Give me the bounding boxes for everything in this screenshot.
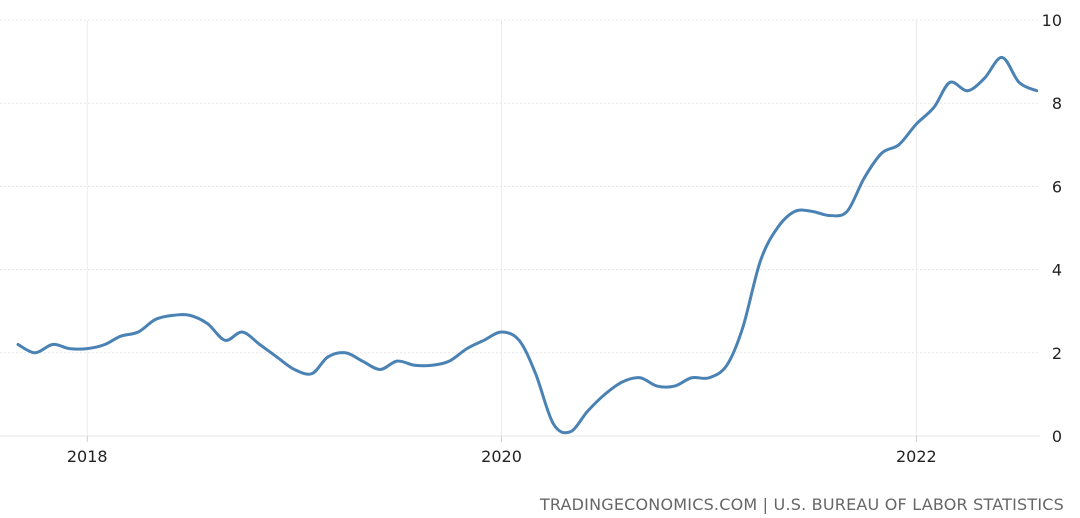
x-tick-label: 2018 (67, 447, 108, 466)
y-tick-label: 10 (1042, 11, 1062, 30)
series-line (16, 55, 1039, 435)
series-lines (16, 55, 1039, 435)
x-tick-label: 2022 (896, 447, 937, 466)
grid-lines (0, 19, 1040, 442)
y-tick-label: 6 (1052, 177, 1062, 196)
y-tick-label: 2 (1052, 344, 1062, 363)
y-tick-label: 8 (1052, 94, 1062, 113)
source-attribution: TRADINGECONOMICS.COM | U.S. BUREAU OF LA… (539, 495, 1064, 514)
y-tick-label: 0 (1052, 427, 1062, 446)
x-tick-label: 2020 (481, 447, 522, 466)
tick-labels: 0 2 4 6 8 10 2018 2020 2022 (67, 11, 1062, 466)
y-tick-label: 4 (1052, 261, 1062, 280)
